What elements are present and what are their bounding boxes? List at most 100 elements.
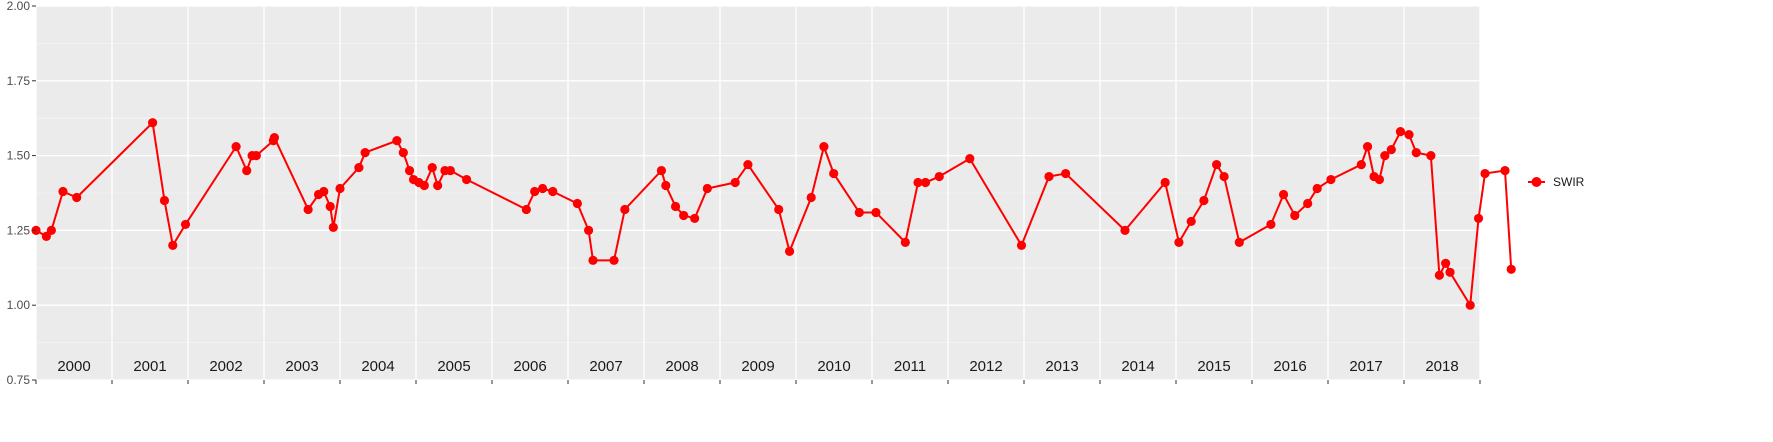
data-point-swir xyxy=(319,186,329,197)
year-label: 2016 xyxy=(1273,358,1306,375)
data-point-swir xyxy=(58,186,68,197)
data-point-swir xyxy=(730,177,740,188)
data-point-swir xyxy=(46,225,56,235)
data-point-swir xyxy=(548,186,558,197)
data-point-swir xyxy=(462,174,472,185)
data-point-swir xyxy=(1160,177,1170,188)
legend: SWIR xyxy=(1528,175,1585,189)
data-point-swir xyxy=(1445,267,1455,277)
year-label: 2010 xyxy=(817,358,850,375)
data-point-swir xyxy=(1303,198,1313,209)
data-point-swir xyxy=(392,136,402,146)
y-tick-label: 1.00 xyxy=(7,298,31,312)
data-point-swir xyxy=(180,219,191,230)
data-point-swir xyxy=(1278,189,1289,200)
series-swir xyxy=(31,118,1516,310)
data-point-swir xyxy=(920,177,931,188)
data-point-swir xyxy=(530,186,540,197)
data-point-swir xyxy=(934,171,944,182)
data-point-swir xyxy=(1386,145,1396,155)
data-point-swir xyxy=(572,198,582,209)
data-point-swir xyxy=(829,168,839,179)
data-point-swir xyxy=(168,240,178,250)
y-tick-label: 0.75 xyxy=(7,373,31,387)
data-point-swir xyxy=(1186,216,1196,227)
data-point-swir xyxy=(900,237,910,247)
data-point-swir xyxy=(1290,210,1300,221)
data-point-swir xyxy=(1441,258,1451,268)
data-point-swir xyxy=(1473,213,1484,224)
data-point-swir xyxy=(806,192,816,203)
legend-key-point-swir xyxy=(1531,177,1542,187)
data-point-swir xyxy=(690,213,700,224)
data-point-swir xyxy=(1374,174,1385,185)
data-point-swir xyxy=(1426,151,1436,161)
data-point-swir xyxy=(679,210,689,221)
data-point-swir xyxy=(1212,159,1222,170)
data-point-swir xyxy=(1199,195,1209,206)
year-label: 2004 xyxy=(361,358,394,375)
data-point-swir xyxy=(269,133,280,143)
data-point-swir xyxy=(588,255,598,265)
year-label: 2017 xyxy=(1349,358,1382,375)
data-point-swir xyxy=(325,201,335,212)
data-point-swir xyxy=(445,165,455,176)
y-tick-label: 1.25 xyxy=(7,223,31,237)
data-point-swir xyxy=(1044,171,1054,182)
year-label: 2018 xyxy=(1425,358,1458,375)
data-point-swir xyxy=(871,207,881,218)
data-point-swir xyxy=(251,151,261,161)
data-point-swir xyxy=(1380,151,1390,161)
data-point-swir xyxy=(242,165,252,176)
data-point-swir xyxy=(354,162,364,173)
year-label: 2001 xyxy=(133,358,166,375)
data-point-swir xyxy=(1016,240,1027,250)
data-point-swir xyxy=(159,195,170,206)
data-point-swir xyxy=(360,148,370,158)
data-point-swir xyxy=(1500,165,1510,176)
data-point-swir xyxy=(538,183,548,194)
year-label: 2000 xyxy=(57,358,90,375)
year-label: 2015 xyxy=(1197,358,1230,375)
data-point-swir xyxy=(1219,171,1229,182)
year-label: 2014 xyxy=(1121,358,1154,375)
data-point-swir xyxy=(965,153,975,164)
legend-label-swir: SWIR xyxy=(1553,175,1585,189)
data-point-swir xyxy=(1120,225,1130,235)
data-point-swir xyxy=(913,177,923,188)
year-label: 2012 xyxy=(969,358,1002,375)
year-label: 2013 xyxy=(1045,358,1078,375)
data-point-swir xyxy=(521,204,531,215)
data-point-swir xyxy=(1174,237,1184,247)
data-point-swir xyxy=(1362,142,1373,152)
data-point-swir xyxy=(1411,148,1421,158)
gridlines xyxy=(35,5,1481,381)
data-point-swir xyxy=(1404,130,1414,140)
data-point-swir xyxy=(1312,183,1322,194)
data-point-swir xyxy=(433,180,443,191)
series-layer xyxy=(31,118,1516,310)
data-point-swir xyxy=(656,165,667,176)
data-point-swir xyxy=(1326,174,1336,185)
data-point-swir xyxy=(661,180,671,191)
year-label: 2008 xyxy=(665,358,698,375)
data-point-swir xyxy=(398,148,408,158)
data-point-swir xyxy=(774,204,784,215)
year-label: 2005 xyxy=(437,358,470,375)
data-point-swir xyxy=(609,255,619,265)
data-point-swir xyxy=(1356,159,1366,170)
data-point-swir xyxy=(72,192,82,203)
data-point-swir xyxy=(231,142,241,152)
data-point-swir xyxy=(303,204,313,215)
data-point-swir xyxy=(702,183,712,194)
data-point-swir xyxy=(1395,127,1406,137)
year-label: 2009 xyxy=(741,358,774,375)
data-point-swir xyxy=(1434,270,1444,280)
data-point-swir xyxy=(404,165,415,176)
year-labels: 2000 2001 2002 2003 2004 2005 2006 2007 2008 2009… xyxy=(57,358,1458,375)
y-tick-label: 1.50 xyxy=(7,149,31,163)
data-point-swir xyxy=(1506,264,1516,274)
data-point-swir xyxy=(743,159,753,170)
year-label: 2002 xyxy=(209,358,242,375)
